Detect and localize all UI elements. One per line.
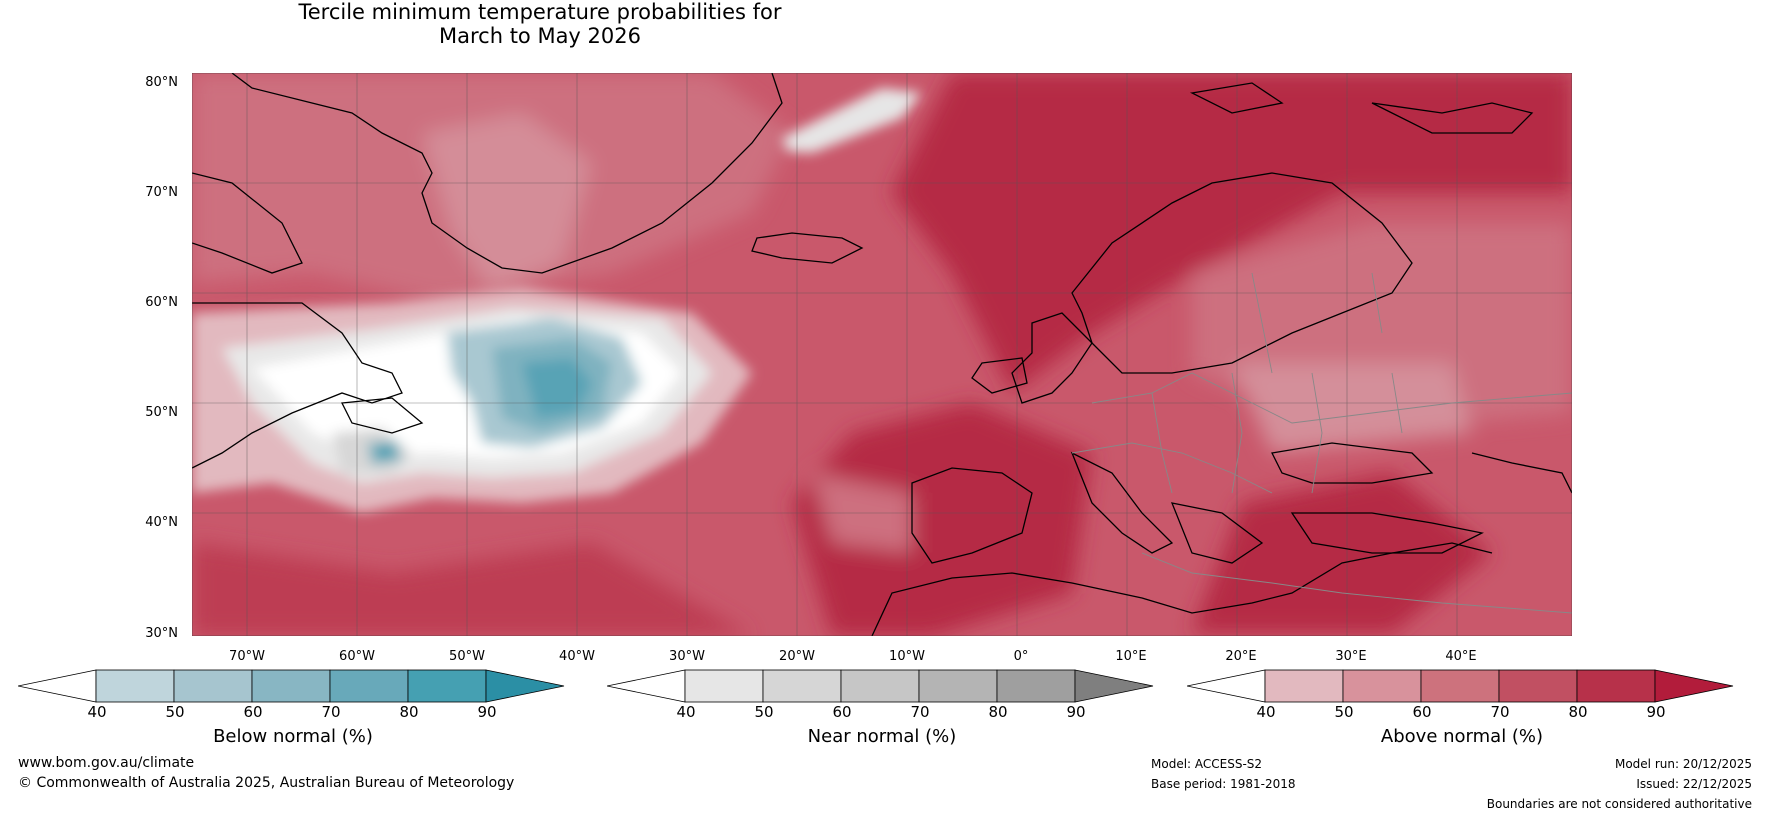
above-colorbar-segment xyxy=(1498,669,1578,703)
below-tick-60: 60 xyxy=(243,703,263,721)
below-colorbar-segment xyxy=(329,669,409,703)
near-tick-60: 60 xyxy=(832,703,852,721)
lon-label-30w: 30°W xyxy=(669,649,705,664)
above-colorbar-extend-low xyxy=(1187,669,1266,703)
lon-label-20w: 20°W xyxy=(779,649,815,664)
below-colorbar-segment xyxy=(251,669,331,703)
footer-issued: Issued: 22/12/2025 xyxy=(1636,777,1752,791)
above-tick-40: 40 xyxy=(1256,703,1276,721)
lon-label-10e: 10°E xyxy=(1115,649,1147,664)
above-tick-60: 60 xyxy=(1412,703,1432,721)
near-tick-80: 80 xyxy=(988,703,1008,721)
footer-model-run: Model run: 20/12/2025 xyxy=(1614,757,1752,771)
lat-label-70n: 70°N xyxy=(145,185,178,200)
footer-base-period: Base period: 1981-2018 xyxy=(1151,777,1296,791)
lat-label-30n: 30°N xyxy=(145,626,178,641)
lon-label-0: 0° xyxy=(1013,649,1029,664)
above-tick-70: 70 xyxy=(1490,703,1510,721)
near-colorbar-segment xyxy=(840,669,920,703)
lat-label-50n: 50°N xyxy=(145,405,178,420)
below-colorbar-extend-low xyxy=(18,669,97,703)
probability-map xyxy=(192,73,1572,636)
near-tick-40: 40 xyxy=(676,703,696,721)
colorbar-near-normal xyxy=(607,669,1154,703)
near-colorbar-segment xyxy=(996,669,1076,703)
footer-website: www.bom.gov.au/climate xyxy=(18,755,195,771)
near-colorbar-segment xyxy=(684,669,764,703)
lon-label-10w: 10°W xyxy=(889,649,925,664)
above-tick-50: 50 xyxy=(1334,703,1354,721)
above-tick-80: 80 xyxy=(1568,703,1588,721)
lon-label-60w: 60°W xyxy=(339,649,375,664)
above-tick-90: 90 xyxy=(1646,703,1666,721)
below-tick-70: 70 xyxy=(321,703,341,721)
colorbar-label-below: Below normal (%) xyxy=(213,726,373,747)
near-colorbar-extend-high xyxy=(1074,669,1154,703)
above-colorbar-segment xyxy=(1342,669,1422,703)
coastlines xyxy=(192,73,1572,636)
country-borders xyxy=(1071,272,1572,614)
below-tick-50: 50 xyxy=(165,703,185,721)
title-line-1: Tercile minimum temperature probabilitie… xyxy=(298,0,782,24)
colorbar-label-above: Above normal (%) xyxy=(1380,726,1544,747)
lon-label-40w: 40°W xyxy=(559,649,595,664)
below-tick-90: 90 xyxy=(477,703,497,721)
below-tick-80: 80 xyxy=(399,703,419,721)
lon-label-30e: 30°E xyxy=(1335,649,1367,664)
lat-label-60n: 60°N xyxy=(145,295,178,310)
below-colorbar-segment xyxy=(173,669,253,703)
footer-disclaimer: Boundaries are not considered authoritat… xyxy=(1486,797,1752,811)
below-colorbar-extend-high xyxy=(485,669,565,703)
above-colorbar-extend-high xyxy=(1654,669,1734,703)
near-colorbar-segment xyxy=(918,669,998,703)
lon-label-50w: 50°W xyxy=(449,649,485,664)
lat-label-40n: 40°N xyxy=(145,515,178,530)
footer-model: Model: ACCESS-S2 xyxy=(1151,757,1263,771)
footer-copyright: © Commonwealth of Australia 2025, Austra… xyxy=(18,775,515,791)
below-colorbar-segment xyxy=(407,669,487,703)
chart-title: Tercile minimum temperature probabilitie… xyxy=(0,0,1470,48)
above-colorbar-segment xyxy=(1264,669,1344,703)
below-tick-40: 40 xyxy=(87,703,107,721)
near-tick-70: 70 xyxy=(910,703,930,721)
near-colorbar-extend-low xyxy=(607,669,686,703)
graticule xyxy=(192,73,1572,636)
near-tick-90: 90 xyxy=(1066,703,1086,721)
title-line-2: March to May 2026 xyxy=(439,24,641,48)
colorbar-above-normal xyxy=(1187,669,1734,703)
lon-label-70w: 70°W xyxy=(229,649,265,664)
above-colorbar-segment xyxy=(1576,669,1656,703)
near-colorbar-segment xyxy=(762,669,842,703)
colorbar-below-normal xyxy=(18,669,565,703)
colorbar-label-near: Near normal (%) xyxy=(807,726,957,747)
lon-label-40e: 40°E xyxy=(1445,649,1477,664)
above-colorbar-segment xyxy=(1420,669,1500,703)
near-tick-50: 50 xyxy=(754,703,774,721)
lon-label-20e: 20°E xyxy=(1225,649,1257,664)
below-colorbar-segment xyxy=(95,669,175,703)
lat-label-80n: 80°N xyxy=(145,75,178,90)
